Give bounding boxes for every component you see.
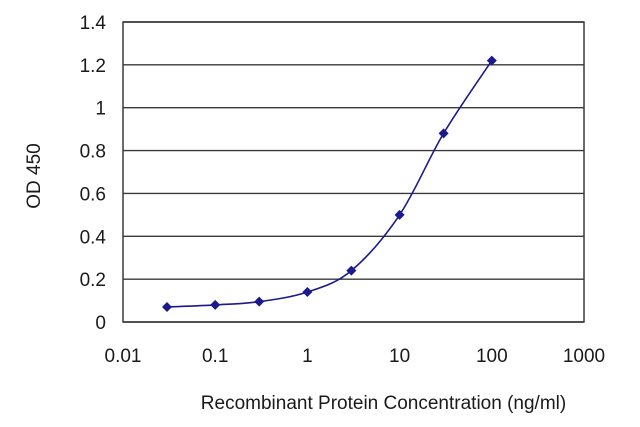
y-axis-tick-labels: 0 0.2 0.4 0.6 0.8 1 1.2 1.4 [80,13,107,334]
y-tick-label: 1.2 [80,56,106,77]
data-point-marker [254,296,265,307]
data-point-marker [394,209,405,220]
x-tick-label: 1 [302,346,313,367]
y-tick-label: 0.4 [80,227,107,248]
grid-lines [123,21,584,323]
x-tick-label: 10 [389,346,410,367]
y-tick-label: 0 [95,313,106,334]
y-tick-label: 1.4 [80,13,107,34]
y-tick-label: 1 [95,99,106,120]
x-tick-label: 0.01 [105,346,142,367]
y-tick-label: 0.8 [80,142,106,163]
data-points [161,55,497,312]
x-tick-label: 0.1 [202,346,228,367]
data-point-marker [438,128,449,139]
fit-curve [166,60,493,308]
data-point-marker [302,287,313,297]
x-axis-tick-labels: 0.01 0.1 1 10 100 1000 [105,346,606,367]
y-axis-label: OD 450 [24,143,45,208]
x-tick-label: 1000 [563,346,605,367]
data-point-marker [210,299,221,310]
data-point-marker [346,265,357,276]
y-tick-label: 0.6 [80,184,106,205]
x-tick-label: 100 [476,346,508,367]
x-axis-label: Recombinant Protein Concentration (ng/ml… [201,393,566,414]
data-point-marker [486,55,497,66]
y-tick-label: 0.2 [80,270,106,291]
plot-area-frame [122,21,585,323]
data-point-marker [161,302,172,312]
